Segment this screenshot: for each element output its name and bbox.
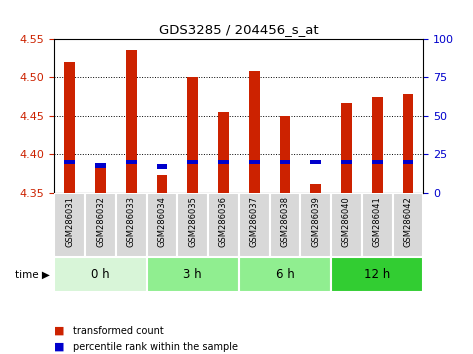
Bar	[147, 257, 239, 292]
Text: GSM286039: GSM286039	[311, 196, 320, 247]
Bar	[157, 175, 167, 193]
Bar	[64, 160, 75, 165]
Bar	[218, 160, 229, 165]
Bar	[280, 116, 290, 193]
Bar	[280, 160, 290, 165]
Bar	[372, 97, 383, 193]
Bar	[341, 160, 352, 165]
Bar	[403, 95, 413, 193]
Text: percentile rank within the sample: percentile rank within the sample	[73, 342, 238, 352]
Bar	[362, 193, 393, 257]
Text: GSM286031: GSM286031	[65, 196, 74, 247]
Text: 6 h: 6 h	[276, 268, 294, 281]
Text: GSM286036: GSM286036	[219, 196, 228, 247]
Bar	[310, 160, 321, 165]
Bar	[116, 193, 147, 257]
Bar	[372, 160, 383, 165]
Text: GSM286042: GSM286042	[403, 196, 412, 247]
Text: GSM286037: GSM286037	[250, 196, 259, 247]
Bar	[239, 193, 270, 257]
Text: GSM286034: GSM286034	[158, 196, 166, 247]
Bar	[249, 71, 260, 193]
Bar	[270, 193, 300, 257]
Bar	[54, 257, 147, 292]
Bar	[341, 103, 352, 193]
Text: GSM286033: GSM286033	[127, 196, 136, 247]
Bar	[126, 160, 137, 165]
Bar	[300, 193, 331, 257]
Text: 0 h: 0 h	[91, 268, 110, 281]
Text: time ▶: time ▶	[15, 269, 50, 279]
Bar	[218, 112, 229, 193]
Bar	[187, 160, 198, 165]
Text: GSM286032: GSM286032	[96, 196, 105, 247]
Text: 12 h: 12 h	[364, 268, 390, 281]
Bar	[54, 193, 85, 257]
Text: GSM286035: GSM286035	[188, 196, 197, 247]
Bar	[331, 257, 423, 292]
Bar	[157, 165, 167, 169]
Bar	[95, 163, 106, 167]
Bar	[177, 193, 208, 257]
Text: GSM286038: GSM286038	[280, 196, 289, 247]
Text: 3 h: 3 h	[184, 268, 202, 281]
Bar	[187, 78, 198, 193]
Bar	[393, 193, 423, 257]
Text: GSM286040: GSM286040	[342, 196, 351, 247]
Bar	[95, 167, 106, 193]
Text: ■: ■	[54, 326, 65, 336]
Text: transformed count: transformed count	[73, 326, 164, 336]
Bar	[249, 160, 260, 165]
Text: ■: ■	[54, 342, 65, 352]
Bar	[403, 160, 413, 165]
Bar	[126, 51, 137, 193]
Bar	[331, 193, 362, 257]
Bar	[239, 257, 331, 292]
Bar	[64, 62, 75, 193]
Bar	[85, 193, 116, 257]
Bar	[147, 193, 177, 257]
Bar	[310, 184, 321, 193]
Title: GDS3285 / 204456_s_at: GDS3285 / 204456_s_at	[159, 23, 319, 36]
Bar	[208, 193, 239, 257]
Text: GSM286041: GSM286041	[373, 196, 382, 247]
